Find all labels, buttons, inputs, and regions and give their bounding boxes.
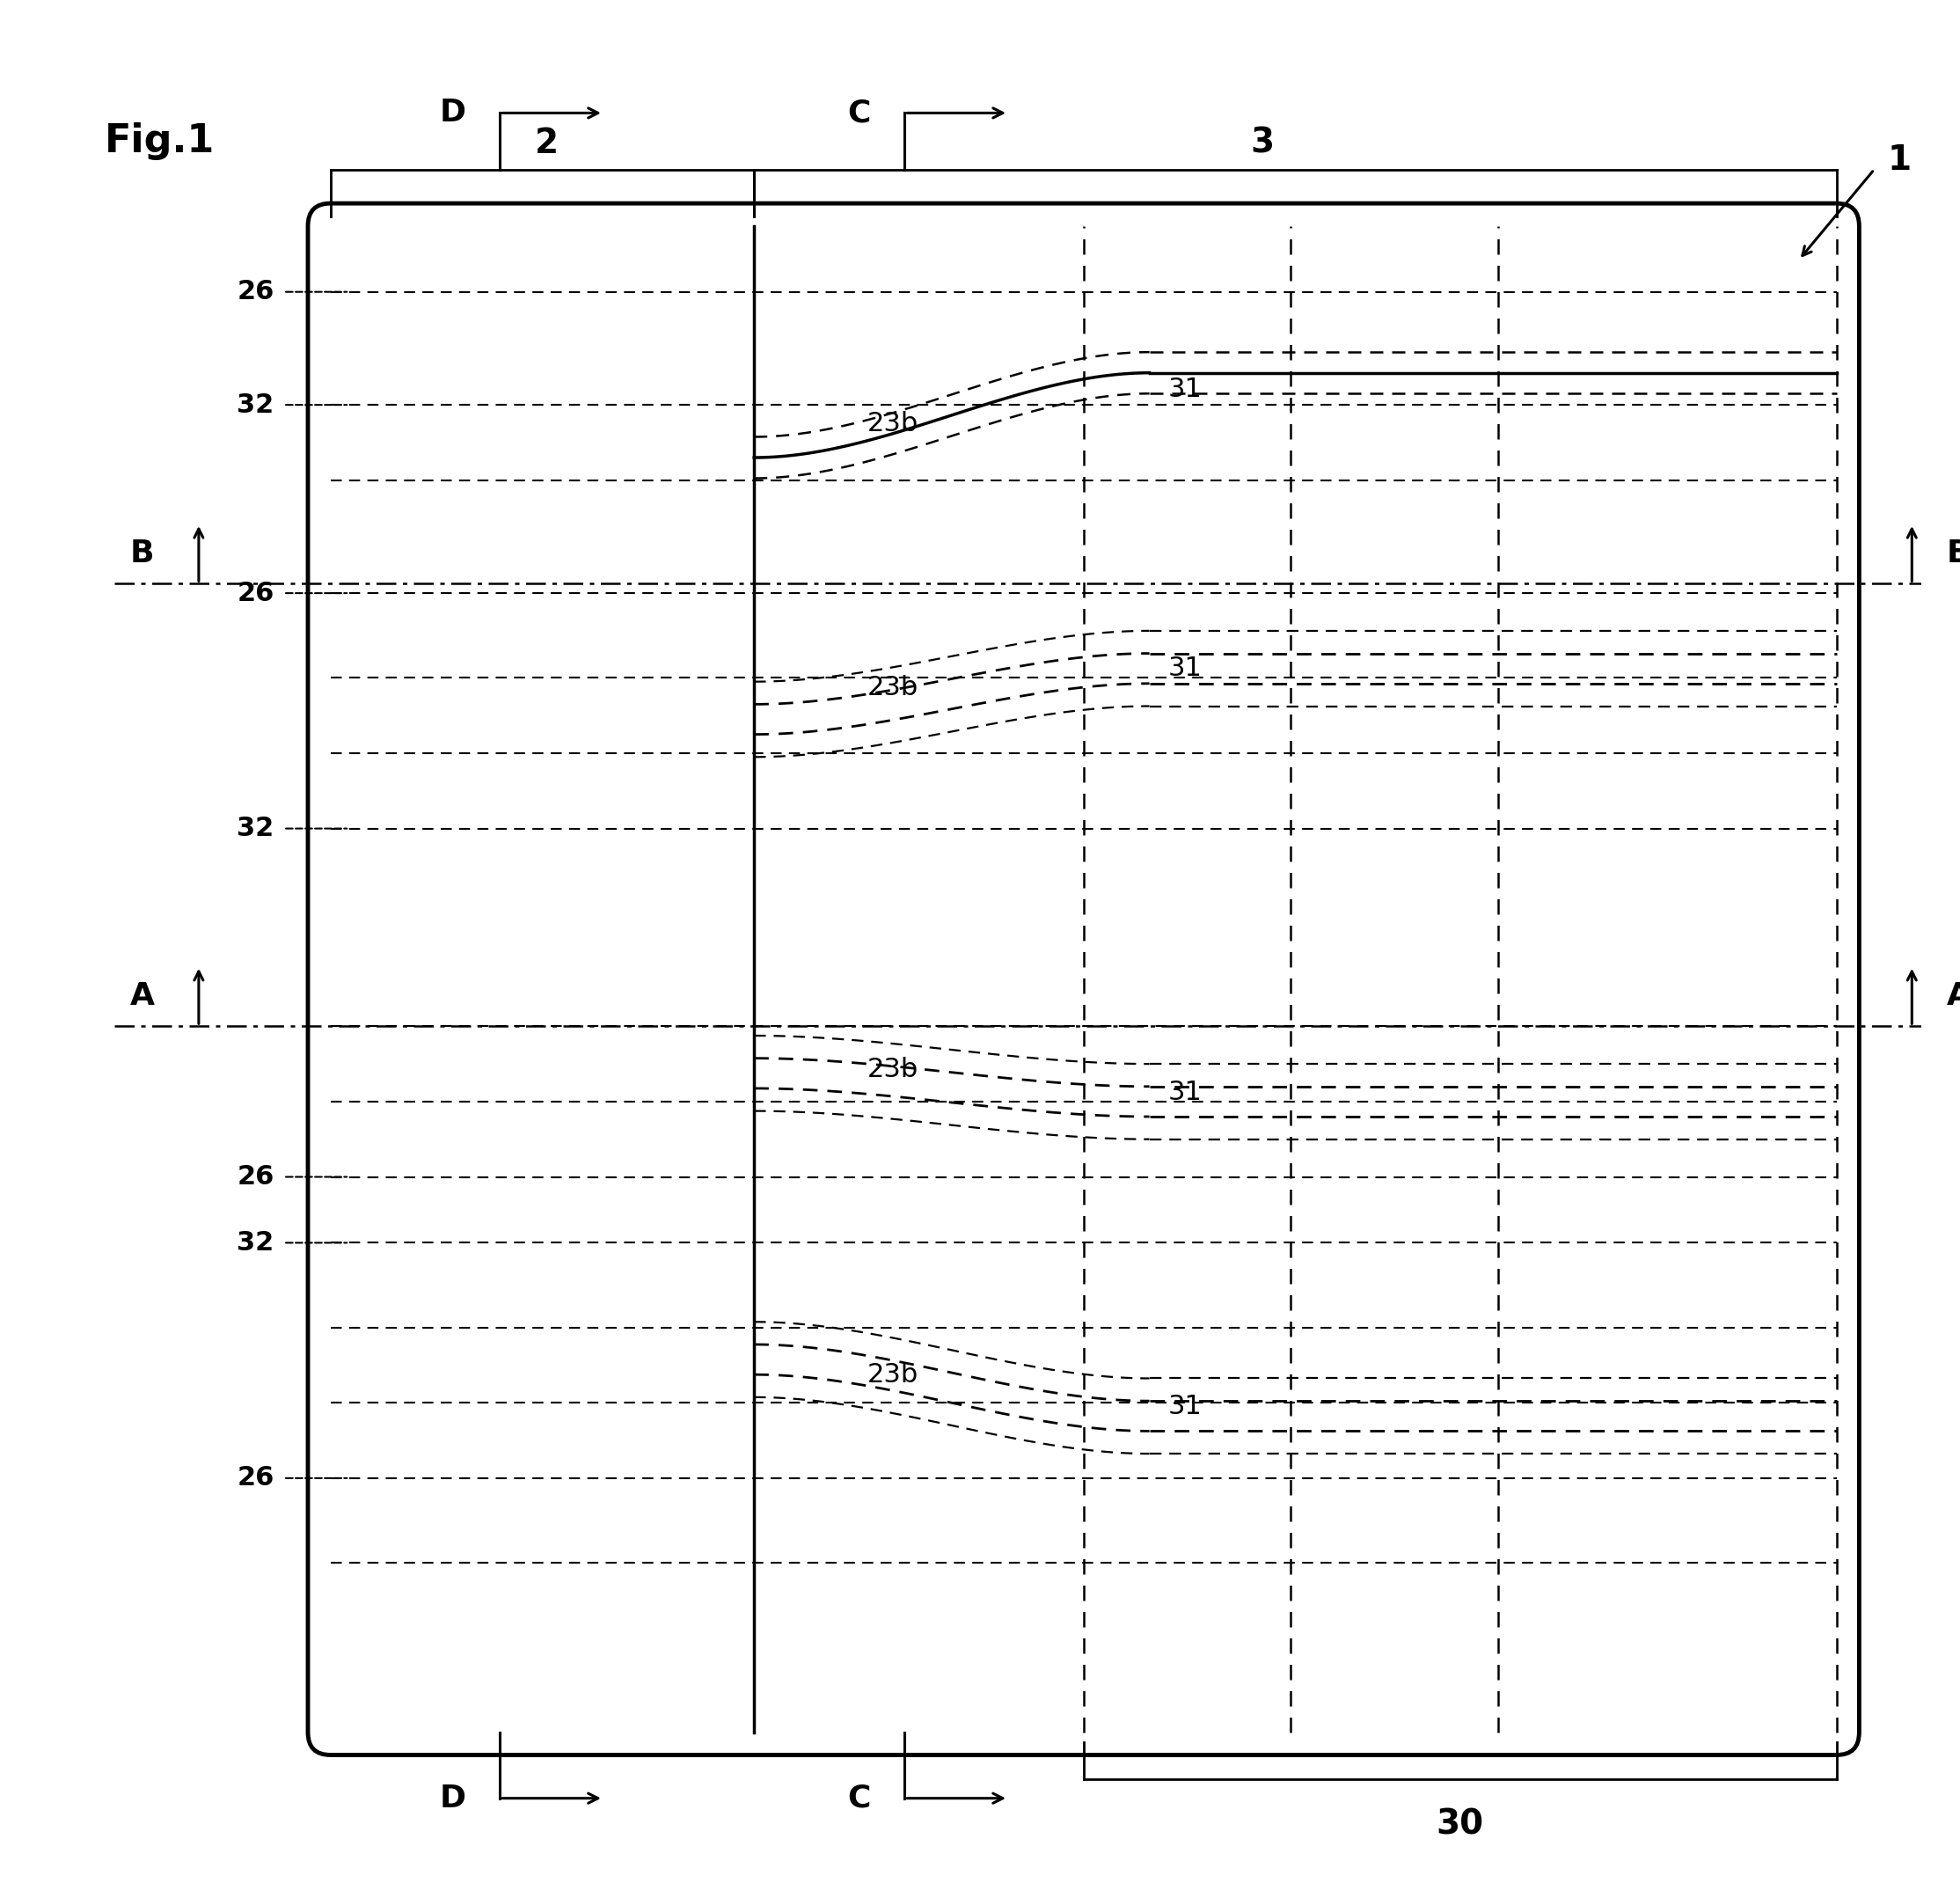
- Text: 31: 31: [1168, 655, 1201, 682]
- Text: 3: 3: [1250, 126, 1274, 160]
- Text: 2: 2: [535, 126, 559, 160]
- Text: 26: 26: [237, 580, 274, 606]
- Text: D: D: [439, 98, 466, 128]
- Text: 32: 32: [237, 1230, 274, 1256]
- Text: 26: 26: [237, 1465, 274, 1491]
- Text: 23b: 23b: [866, 1361, 919, 1388]
- Text: 23b: 23b: [866, 410, 919, 437]
- Text: A: A: [1946, 981, 1960, 1011]
- Text: Fig.1: Fig.1: [104, 122, 216, 160]
- Text: 31: 31: [1168, 1393, 1201, 1420]
- Text: D: D: [439, 1783, 466, 1813]
- Text: 32: 32: [237, 815, 274, 842]
- Text: A: A: [129, 981, 155, 1011]
- Text: 26: 26: [237, 1164, 274, 1190]
- FancyBboxPatch shape: [308, 203, 1860, 1755]
- Text: B: B: [129, 539, 155, 569]
- Text: 23b: 23b: [866, 674, 919, 700]
- Text: C: C: [847, 98, 870, 128]
- Text: 32: 32: [237, 392, 274, 418]
- Text: 31: 31: [1168, 1079, 1201, 1105]
- Text: 30: 30: [1437, 1808, 1484, 1842]
- Text: 26: 26: [237, 279, 274, 305]
- Text: B: B: [1946, 539, 1960, 569]
- Text: 1: 1: [1887, 143, 1911, 177]
- Text: 31: 31: [1168, 377, 1201, 403]
- Text: 23b: 23b: [866, 1056, 919, 1083]
- Text: C: C: [847, 1783, 870, 1813]
